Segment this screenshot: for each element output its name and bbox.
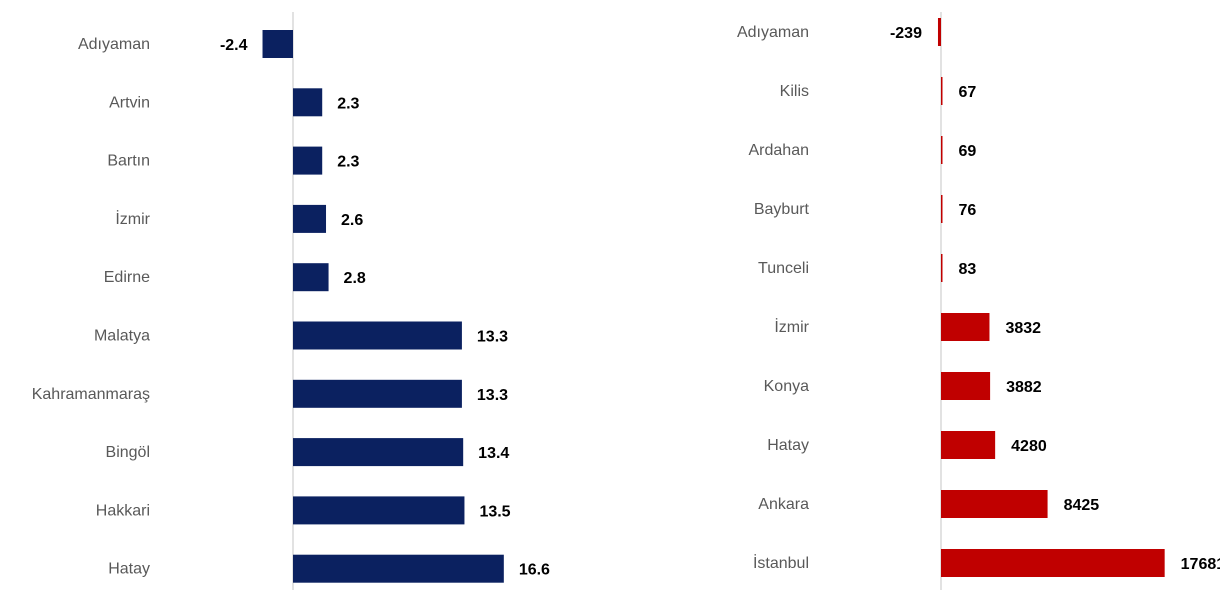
bar [293,554,504,583]
value-label: 4280 [1011,438,1047,455]
value-label: -2.4 [220,37,248,54]
value-label: 2.8 [344,270,366,287]
category-label: Edirne [104,269,150,286]
bar [293,88,323,117]
value-label: -239 [890,25,922,42]
value-label: 8425 [1064,497,1100,514]
category-label: Bartın [107,153,150,170]
bar [293,496,465,525]
bar [262,30,293,58]
category-label: Bingöl [106,444,150,461]
category-label: Konya [764,378,809,395]
value-label: 13.3 [477,329,508,346]
category-label: Ardahan [749,142,810,159]
value-label: 3882 [1006,379,1042,396]
category-label: Adıyaman [737,24,809,41]
category-label: İzmir [774,317,809,336]
value-label: 67 [959,84,977,101]
category-label: Kilis [780,83,809,100]
value-label: 2.3 [337,95,359,112]
bar [941,254,943,282]
bar [941,136,943,164]
value-label: 13.3 [477,387,508,404]
category-label: İstanbul [753,553,809,572]
bar [941,490,1048,518]
bar [937,18,941,46]
bar [293,438,464,467]
value-label: 83 [959,261,977,278]
value-label: 13.4 [478,445,509,462]
value-label: 13.5 [479,503,510,520]
category-label: Hatay [767,437,809,454]
value-label: 2.6 [341,212,363,229]
left-bar-chart: Adıyaman -2.4 Artvin 2.3 Bartın 2.3 İzmir 2.6 Ed… [32,12,550,590]
category-label: Tunceli [758,260,809,277]
bar [293,263,329,292]
category-label: Artvin [109,94,150,111]
bar [293,204,327,233]
value-label: 17681 [1181,556,1220,573]
value-label: 16.6 [519,562,550,579]
category-label: Bayburt [754,201,810,218]
bar [941,195,943,223]
category-label: Ankara [758,496,809,513]
value-label: 76 [959,202,977,219]
bar [941,372,991,400]
category-label: İzmir [115,209,150,228]
bar [293,379,462,408]
value-label: 69 [959,143,977,160]
bar [293,321,462,350]
category-label: Malatya [94,328,150,345]
value-label: 3832 [1005,320,1041,337]
bar [941,549,1165,577]
bar [293,146,323,175]
category-label: Hakkari [96,502,150,519]
category-label: Adıyaman [78,36,150,53]
right-bar-chart: Adıyaman -239 Kilis 67 Ardahan 69 Bayburt 76 Tun… [737,12,1220,590]
category-label: Kahramanmaraş [32,386,150,403]
bar [941,77,943,105]
category-label: Hatay [108,561,150,578]
value-label: 2.3 [337,154,359,171]
bar [941,313,990,341]
bar [941,431,996,459]
